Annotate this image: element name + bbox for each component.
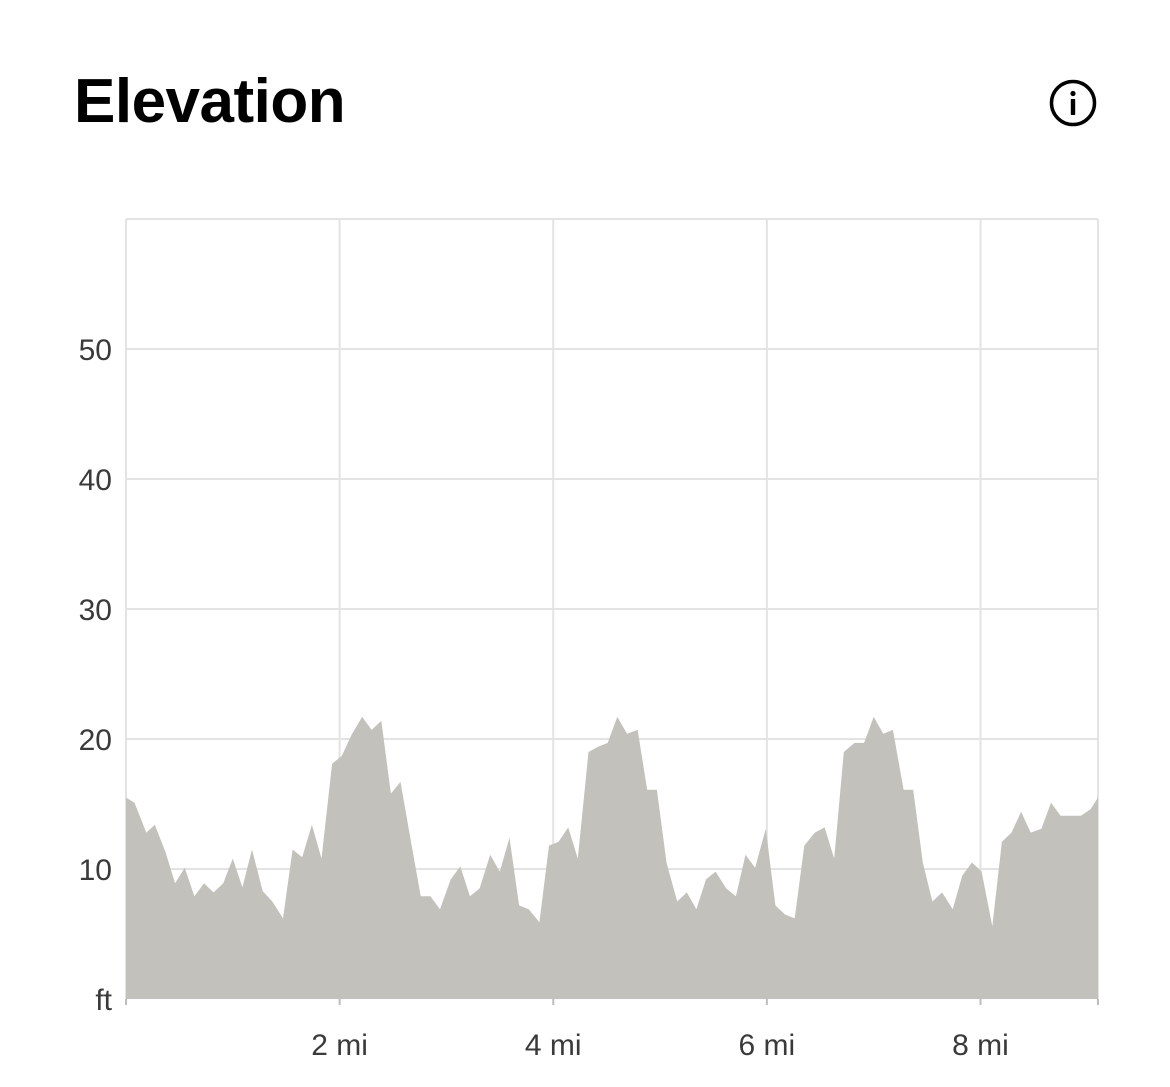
y-tick-label: 10: [79, 854, 112, 887]
chart-area-series: [126, 716, 1098, 999]
info-button[interactable]: [1049, 79, 1097, 127]
y-tick-label: 30: [79, 594, 112, 627]
y-tick-label: 50: [79, 334, 112, 367]
x-tick-label: 2 mi: [311, 1029, 368, 1062]
y-tick-label: 40: [79, 464, 112, 497]
y-unit-label: ft: [95, 984, 112, 1017]
x-tick-label: 6 mi: [739, 1029, 796, 1062]
x-tick-label: 8 mi: [952, 1029, 1009, 1062]
elevation-area: [126, 716, 1098, 999]
page-title: Elevation: [74, 67, 346, 136]
x-tick-label: 4 mi: [525, 1029, 582, 1062]
chart-axes: [125, 999, 1099, 1005]
chart-tick-labels: 10 20 30 40 50 ft 2 mi 4 mi 6 mi 8 mi: [79, 334, 1009, 1062]
y-tick-label: 20: [79, 724, 112, 757]
info-circle-icon: [1049, 79, 1097, 127]
